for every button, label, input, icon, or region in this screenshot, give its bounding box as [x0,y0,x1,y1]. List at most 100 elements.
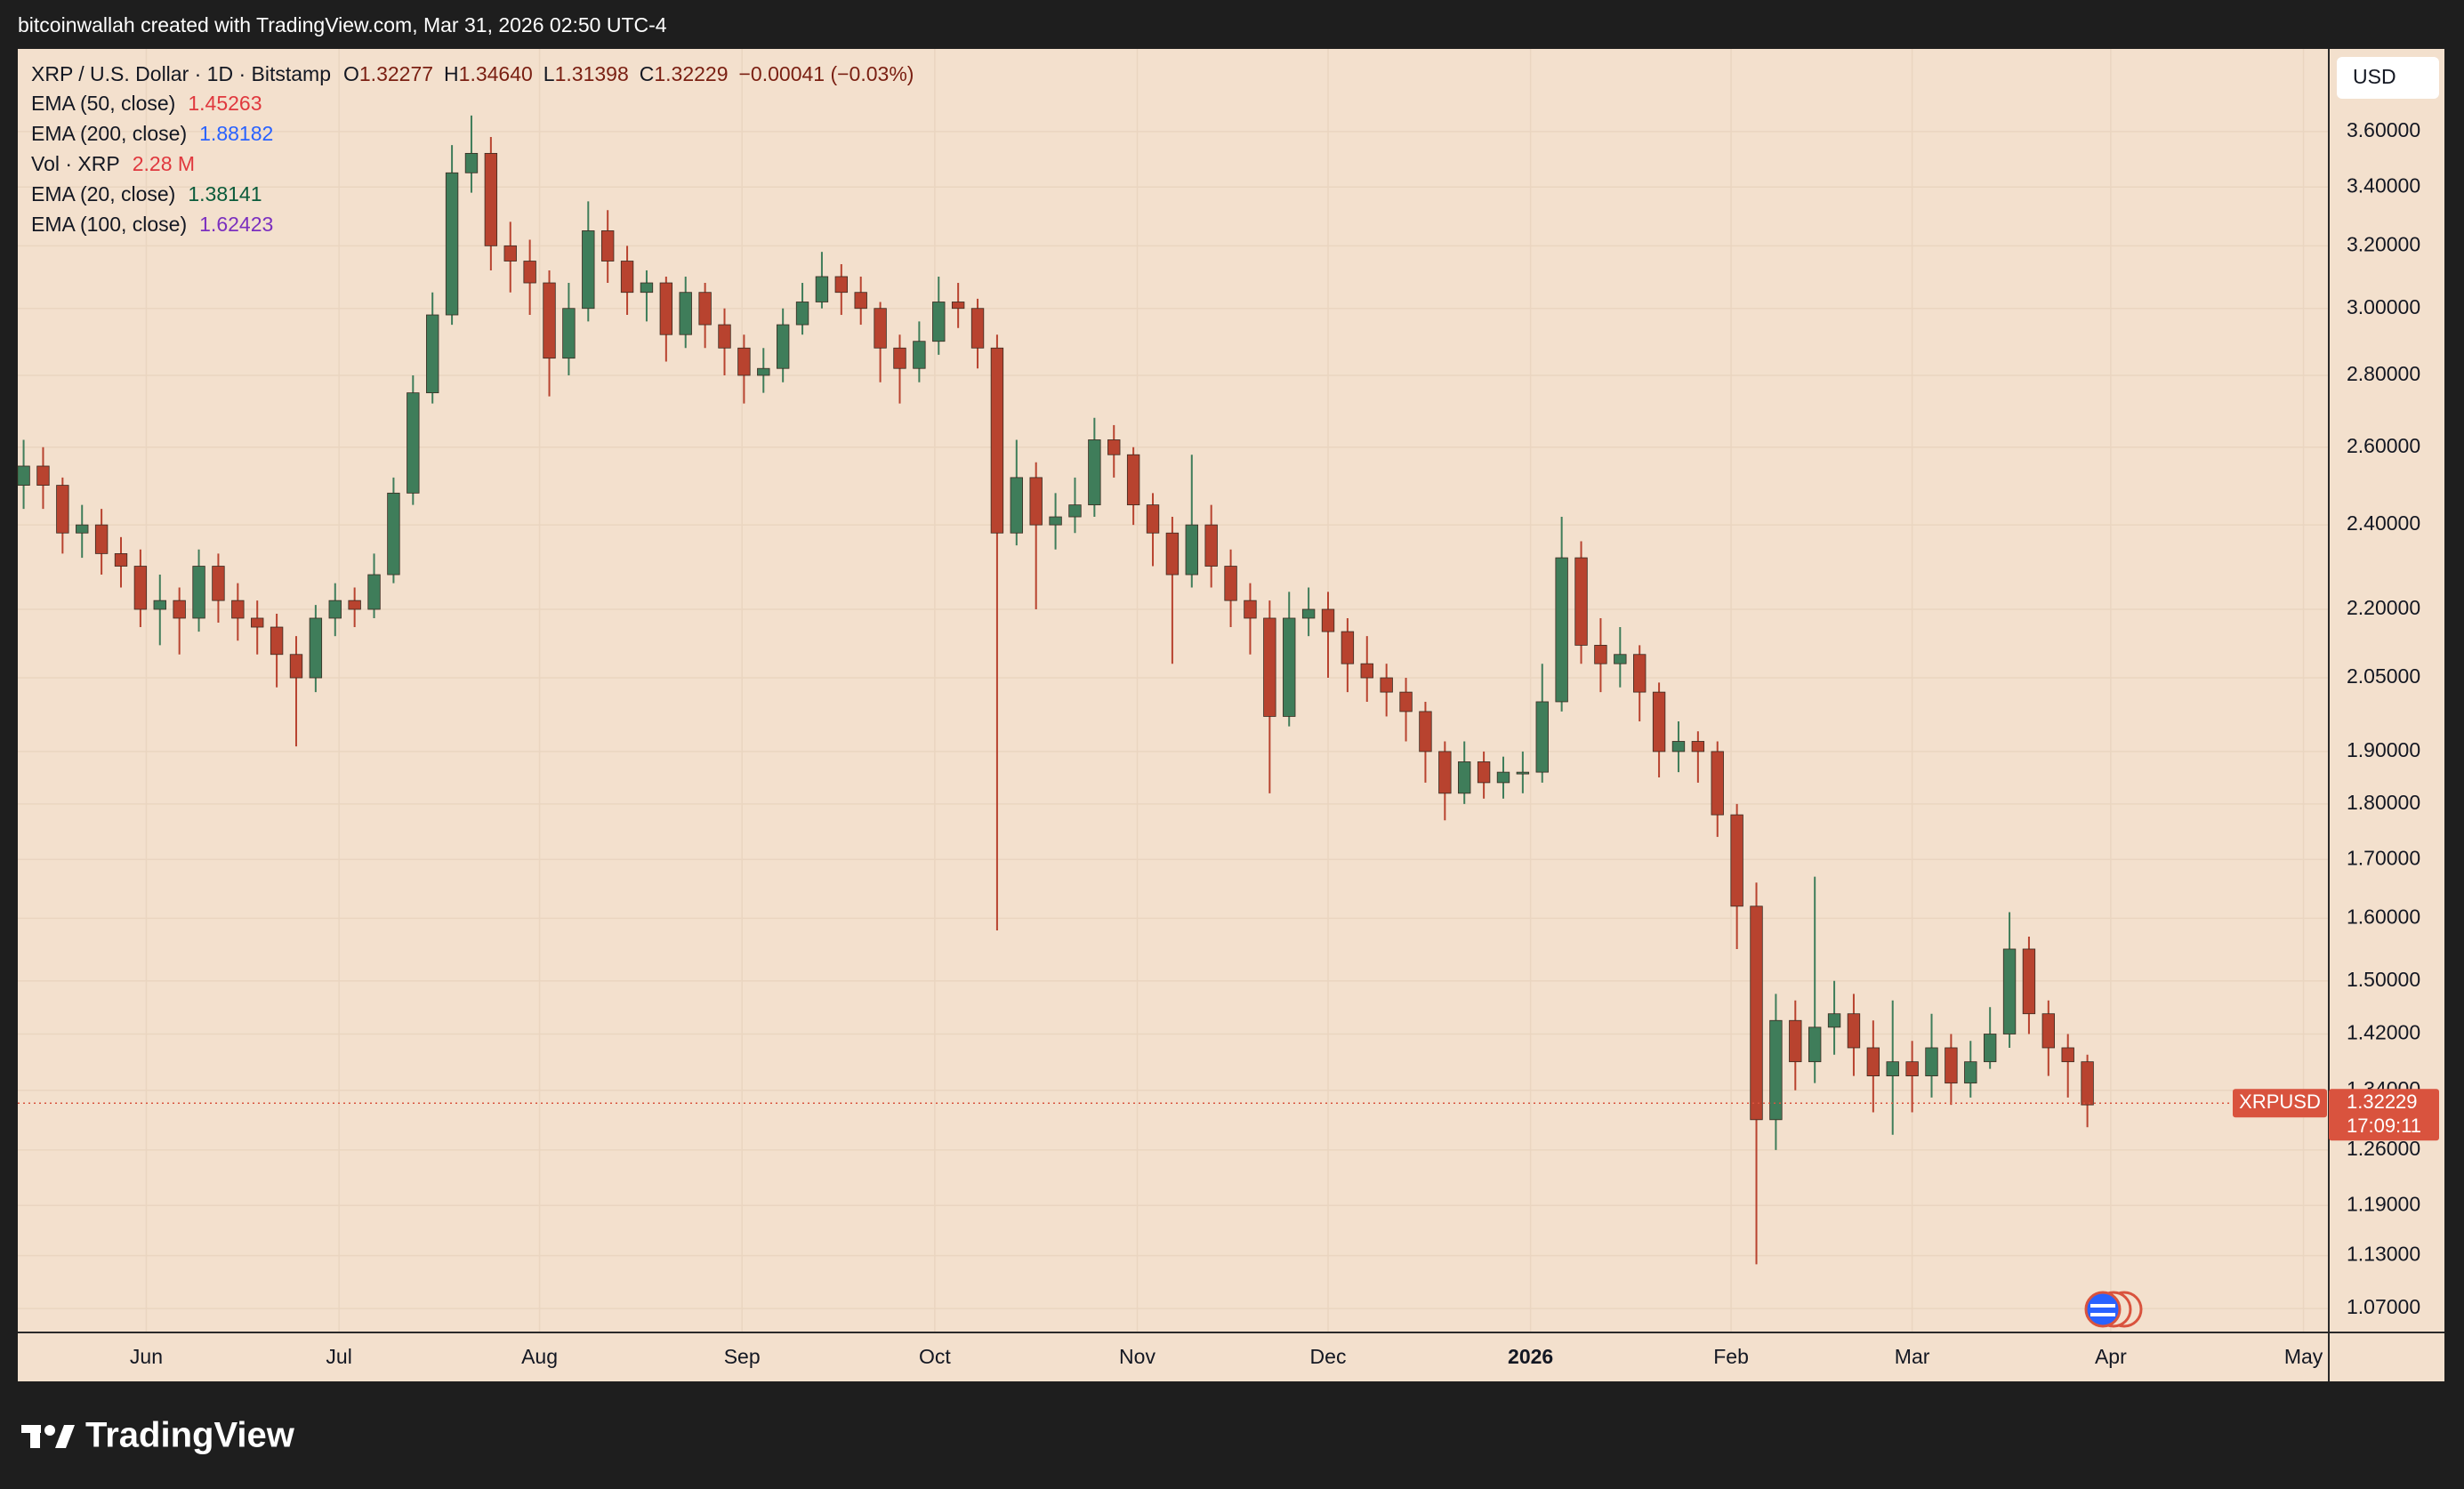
x-tick-label: Nov [1119,1345,1156,1368]
candle-body [1088,439,1101,506]
price-box [2329,1089,2439,1141]
candle-body [1847,1013,1861,1049]
candle-body [874,308,887,349]
candle-body [757,367,770,376]
candle-body [1204,524,1218,567]
candle-body [1496,771,1510,784]
candle-body [582,230,595,310]
candle-body [1341,631,1355,664]
candle-body [932,302,946,342]
candle-body [1458,761,1471,794]
y-tick-label: 2.60000 [2347,434,2420,457]
candle-body [970,308,985,349]
candle-body [1925,1047,1938,1076]
x-tick-label: Oct [919,1345,951,1368]
candles [17,115,2094,1265]
candle-body [523,261,536,284]
candle-body [1964,1061,1977,1084]
indicator-legend: Vol · XRP 2.28 M [31,152,195,175]
indicator-value: 1.88182 [199,122,273,145]
candle-body [56,485,69,534]
currency-label[interactable]: USD [2353,65,2396,88]
y-tick-label: 2.20000 [2347,596,2420,619]
candle-body [1750,905,1763,1121]
x-tick-label: Sep [724,1345,761,1368]
ohlc-value: 1.31398 [555,62,629,85]
candle-body [834,276,849,294]
grid [18,49,2329,1332]
indicator-value: 1.45263 [188,92,262,115]
candle-body [1614,654,1627,664]
x-tick-label: Apr [2095,1345,2127,1368]
candle-body [640,282,654,294]
candle-body [1808,1026,1822,1063]
candle-body [1983,1034,1997,1063]
candle-body [543,282,556,359]
y-tick-label: 1.70000 [2347,846,2420,869]
ohlc-key: H [444,62,459,85]
x-tick-label: Feb [1713,1345,1749,1368]
candle-body [1419,711,1432,753]
candle-body [1029,477,1043,526]
event-icon [2084,1291,2122,1328]
countdown-label: 17:09:11 [2347,1115,2421,1137]
candle-body [328,600,342,619]
candle-body [387,492,400,575]
candle-body [464,152,479,173]
candle-body [893,347,906,369]
candle-body [1945,1047,1958,1084]
candle-body [795,302,809,326]
legend-title: XRP / U.S. Dollar · 1D · Bitstamp O1.3227… [31,62,914,85]
indicator-legend: EMA (20, close) 1.38141 [31,182,262,205]
x-tick-label: Dec [1310,1345,1347,1368]
indicator-name: EMA (20, close) [31,182,175,205]
candle-body [1399,691,1413,712]
candle-body [1730,814,1743,907]
attribution: bitcoinwallah created with TradingView.c… [18,13,667,36]
ohlc-value: 1.32229 [654,62,728,85]
candle-body [2002,948,2017,1034]
candle-body [1711,751,1724,816]
y-tick-label: 2.05000 [2347,664,2420,688]
brand-logo [21,1425,75,1448]
chart-panel [18,49,2444,1381]
candle-body [270,626,284,656]
candle-body [1321,608,1335,632]
brand-name: TradingView [85,1416,295,1455]
candle-body [1671,741,1686,753]
legend-symbol: XRP / U.S. Dollar · 1D · Bitstamp [31,62,331,85]
y-tick-label: 2.80000 [2347,362,2420,385]
y-tick-label: 1.26000 [2347,1137,2420,1160]
candle-body [737,347,751,376]
candle-body [445,172,459,316]
candle-body [17,465,30,486]
y-tick-label: 3.60000 [2347,118,2420,141]
candle-body [2041,1013,2056,1049]
y-tick-label: 1.60000 [2347,905,2420,928]
y-tick-label: 2.40000 [2347,511,2420,535]
ohlc-value: 1.32277 [359,62,433,85]
candle-body [1438,751,1452,794]
candle-body [426,314,439,394]
candle-body [620,261,634,294]
candle-body [1224,566,1237,601]
candle-body [2022,948,2036,1015]
x-tick-label: 2026 [1508,1345,1553,1368]
price-change: −0.00041 (−0.03%) [739,62,914,85]
x-tick-label: Jun [130,1345,163,1368]
candle-body [1555,557,1568,703]
candle-body [114,552,128,567]
ohlc-key: O [343,62,359,85]
candle-body [348,600,361,610]
candle-body [1886,1061,1899,1076]
candle-body [854,292,867,310]
currency-button[interactable] [2337,57,2439,99]
candle-body [484,152,498,246]
candle-body [1535,701,1549,773]
y-tick-label: 1.19000 [2347,1192,2420,1215]
ohlc-key: L [544,62,555,85]
candle-body [192,566,205,619]
x-tick-label: Jul [326,1345,351,1368]
